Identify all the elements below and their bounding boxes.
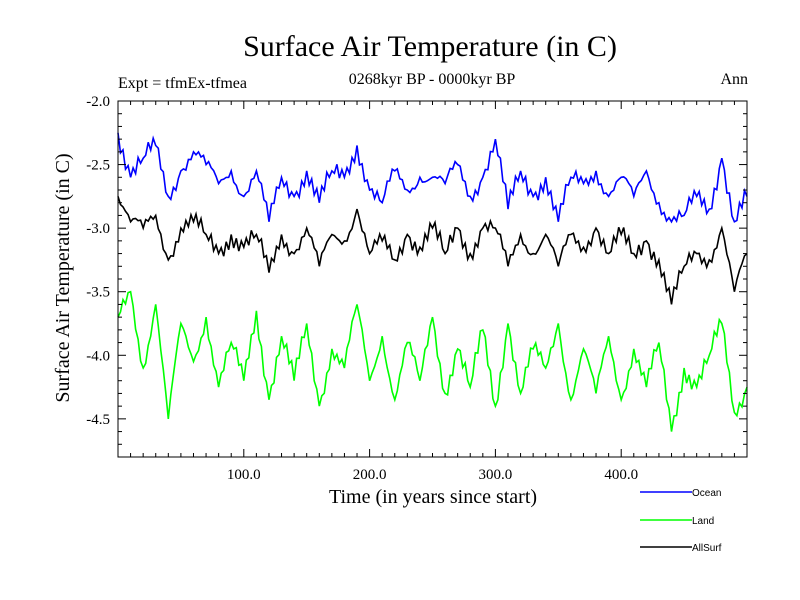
series-line-ocean (117, 132, 748, 224)
series-line-allsurf (117, 196, 748, 305)
x-tick-label: 100.0 (227, 467, 261, 483)
x-tick-label: 300.0 (479, 467, 513, 483)
plot-lines (117, 132, 748, 432)
y-tick-label: -2.0 (86, 94, 110, 110)
season-label: Ann (720, 71, 748, 88)
experiment-label: Expt = tfmEx-tfmea (118, 75, 247, 92)
chart-title: Surface Air Temperature (in C) (243, 30, 617, 63)
axis-ticks: 100.0 200.0 300.0 400.0 -4.5 -4.0 -3.5 -3.0 -2.5… (86, 94, 748, 483)
y-tick-label: -3.5 (86, 285, 110, 301)
plot-frame (117, 100, 748, 458)
legend-label-allsurf: AllSurf (692, 543, 722, 554)
x-tick-label: 400.0 (604, 467, 638, 483)
x-tick-label: 200.0 (353, 467, 387, 483)
legend-label-land: Land (692, 516, 714, 527)
y-tick-label: -2.5 (86, 158, 110, 174)
y-axis-label: Surface Air Temperature (in C) (52, 153, 74, 402)
legend: Ocean Land AllSurf (640, 488, 722, 554)
legend-label-ocean: Ocean (692, 488, 721, 499)
y-tick-label: -4.0 (86, 348, 110, 364)
y-tick-label: -4.5 (86, 412, 110, 428)
y-tick-label: -3.0 (86, 221, 110, 237)
x-axis-label: Time (in years since start) (329, 486, 537, 508)
series-line-land (117, 290, 748, 432)
chart-subtitle: 0268kyr BP - 0000kyr BP (349, 71, 516, 88)
